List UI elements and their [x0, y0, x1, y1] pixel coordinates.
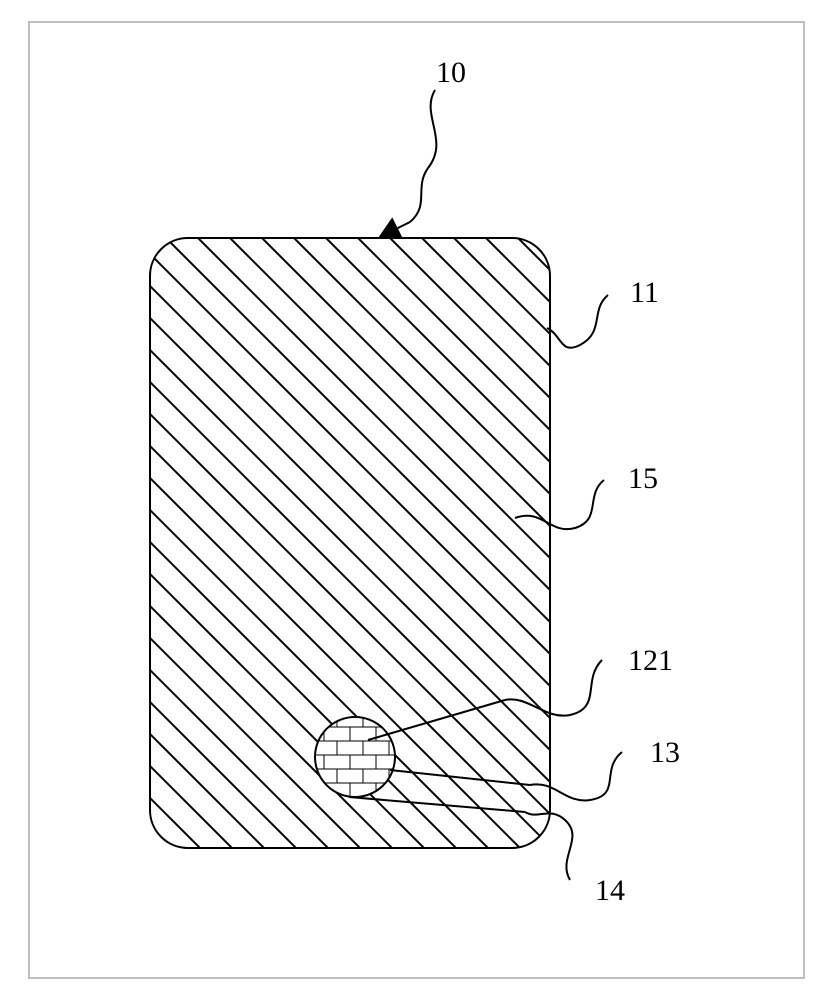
label-11: 11 [630, 276, 659, 309]
arrow-10-squiggle [410, 90, 436, 222]
label-14: 14 [595, 874, 625, 907]
label-13: 13 [650, 736, 680, 769]
label-15: 15 [628, 462, 658, 495]
lead-11 [547, 295, 608, 348]
diagram-canvas: 10 11 15 121 13 14 [0, 0, 831, 1000]
label-121: 121 [628, 644, 673, 677]
label-10: 10 [436, 56, 466, 89]
